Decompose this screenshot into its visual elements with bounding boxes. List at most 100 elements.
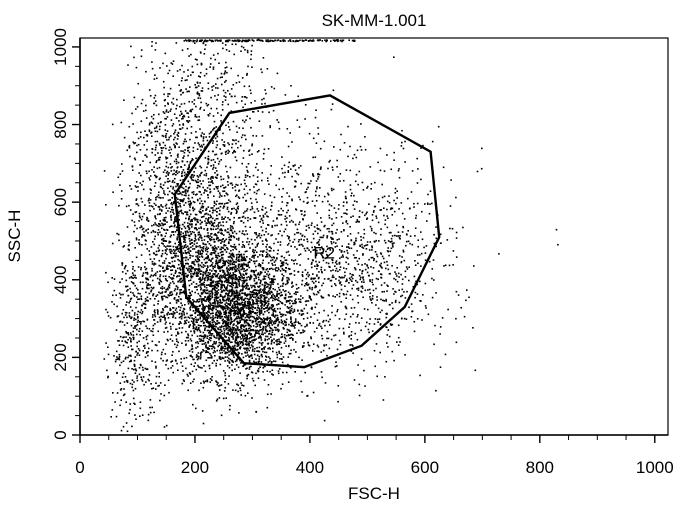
data-point: [225, 267, 228, 270]
data-point: [215, 271, 217, 273]
data-point: [206, 269, 208, 272]
data-point: [286, 331, 289, 334]
data-point: [291, 322, 294, 325]
data-point: [404, 354, 406, 356]
data-point: [308, 286, 311, 289]
data-point: [301, 310, 304, 312]
data-point: [178, 323, 180, 325]
data-point: [271, 234, 273, 236]
data-point: [237, 303, 239, 306]
data-point: [160, 280, 163, 283]
data-point: [215, 259, 218, 261]
data-point: [254, 166, 257, 169]
data-point: [203, 335, 205, 338]
data-point: [281, 321, 283, 324]
data-point: [220, 384, 223, 386]
data-point: [273, 242, 275, 245]
data-point: [329, 159, 331, 162]
data-point: [311, 222, 313, 224]
data-point: [285, 324, 287, 326]
data-point: [178, 313, 181, 315]
data-point: [292, 241, 294, 243]
data-point: [177, 153, 179, 156]
data-point: [220, 175, 222, 178]
data-point: [251, 321, 254, 324]
data-point: [155, 274, 157, 277]
data-point: [319, 289, 321, 292]
data-point: [300, 238, 302, 241]
data-point: [214, 301, 216, 304]
data-point: [226, 307, 228, 310]
data-point: [272, 321, 275, 323]
data-point: [153, 309, 156, 311]
data-point: [126, 285, 129, 288]
data-point: [214, 303, 216, 305]
data-point: [248, 323, 250, 326]
data-point: [212, 280, 215, 282]
data-point: [317, 264, 319, 267]
data-point: [218, 337, 221, 340]
data-point: [298, 322, 300, 325]
data-point: [353, 200, 356, 202]
data-point: [229, 315, 232, 317]
data-point: [211, 262, 214, 264]
data-point: [272, 299, 274, 302]
data-point: [204, 380, 207, 383]
data-point: [242, 288, 244, 291]
data-point: [261, 255, 264, 257]
data-point: [208, 284, 210, 286]
data-point: [280, 341, 282, 344]
data-point: [199, 284, 201, 286]
data-point: [363, 233, 366, 235]
data-point: [163, 394, 166, 397]
data-point: [235, 306, 237, 309]
data-point: [308, 227, 310, 229]
data-point: [229, 321, 232, 324]
data-point: [290, 295, 293, 298]
data-point: [345, 297, 347, 299]
data-point: [236, 297, 238, 299]
data-point: [228, 336, 230, 339]
data-point: [268, 308, 270, 310]
data-point: [252, 291, 254, 294]
data-point: [178, 219, 180, 221]
data-point: [268, 288, 271, 290]
data-point: [211, 290, 213, 292]
data-point: [236, 326, 239, 328]
data-point: [280, 223, 283, 226]
data-point: [319, 236, 322, 239]
data-point: [249, 294, 251, 296]
data-point: [377, 321, 379, 323]
data-point: [336, 365, 338, 367]
data-point: [317, 291, 320, 294]
data-point: [262, 333, 264, 335]
data-point: [197, 252, 200, 254]
data-point: [209, 253, 212, 255]
data-point: [203, 306, 205, 309]
data-point: [227, 297, 229, 299]
data-point: [300, 324, 303, 327]
data-point: [222, 234, 225, 236]
data-point: [236, 345, 239, 347]
data-point: [258, 358, 260, 360]
data-point: [196, 220, 199, 223]
data-point: [257, 370, 259, 373]
data-point: [188, 289, 190, 291]
data-point: [218, 255, 221, 258]
data-point: [291, 199, 293, 202]
data-point: [201, 239, 203, 242]
data-point: [167, 210, 169, 212]
data-point: [176, 292, 178, 294]
data-point: [351, 192, 353, 195]
data-point: [252, 325, 255, 327]
data-point: [221, 251, 223, 253]
data-point: [191, 348, 194, 350]
data-point: [275, 257, 278, 259]
data-point: [356, 220, 359, 223]
data-point: [177, 300, 180, 302]
data-point: [244, 348, 246, 350]
data-point: [199, 273, 202, 275]
data-point: [383, 207, 385, 209]
data-point: [303, 284, 306, 287]
data-point: [205, 292, 208, 295]
